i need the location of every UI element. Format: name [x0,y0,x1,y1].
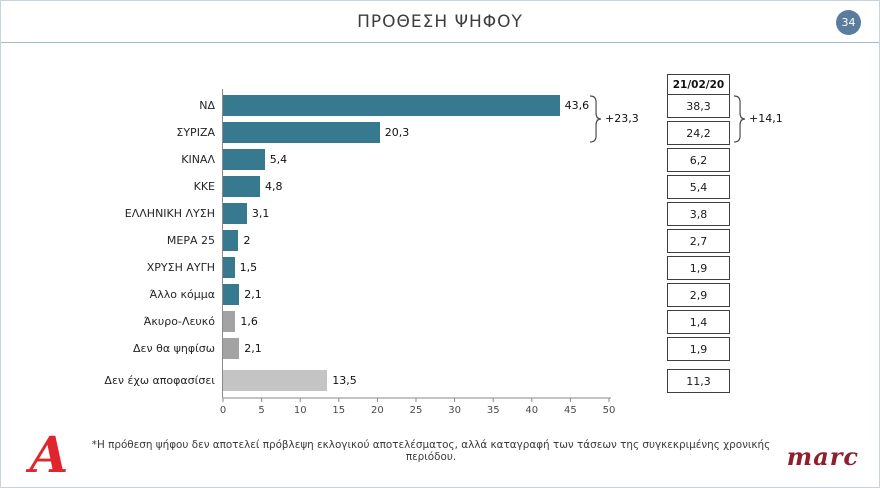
bar [223,95,560,116]
footnote: *Η πρόθεση ψήφου δεν αποτελεί πρόβλεψη ε… [91,439,771,463]
previous-value-cell: 1,9 [667,256,730,280]
bar-value-label: 1,5 [239,261,258,274]
page-number-badge: 34 [836,10,861,35]
bar-value-label: 13,5 [332,374,357,387]
svg-text:40: 40 [525,405,538,416]
svg-text:50: 50 [603,405,616,416]
bar [223,176,261,197]
svg-text:45: 45 [564,405,577,416]
category-label: Άλλο κόμμα [149,288,215,301]
svg-text:20: 20 [371,405,384,416]
bar-value-label: 2 [243,234,251,247]
previous-value-cell: 6,2 [667,148,730,172]
previous-wave-date-header: 21/02/20 [667,74,730,95]
bar-value-label: 4,8 [265,180,283,193]
category-label: ΧΡΥΣΗ ΑΥΓΗ [146,261,215,274]
category-label: ΚΚΕ [193,180,215,193]
previous-value-cell: 2,7 [667,229,730,253]
bar [223,122,380,143]
difference-annotation-current: +23,3 [605,112,639,125]
bar-value-label: 2,1 [244,342,262,355]
bar [223,149,265,170]
svg-text:10: 10 [294,405,307,416]
bar-value-label: 3,1 [251,207,270,220]
category-label: ΕΛΛΗΝΙΚΗ ΛΥΣΗ [124,207,215,220]
alpha-tv-logo: A [29,425,69,484]
difference-annotation-previous: +14,1 [749,112,783,125]
bar-value-label: 1,6 [240,315,258,328]
category-label: Άκυρο-Λευκό [143,315,215,328]
bar-value-label: 43,6 [564,99,590,112]
category-label: ΣΥΡΙΖΑ [176,126,215,139]
bar-value-label: 5,4 [269,153,288,166]
category-label: ΜΕΡΑ 25 [166,234,215,247]
marc-logo: marc [786,442,859,471]
previous-value-cell: 2,9 [667,283,730,307]
slide-header: ΠΡΟΘΕΣΗ ΨΗΦΟΥ 34 [1,1,879,43]
svg-text:15: 15 [332,405,345,416]
bar-value-label: 2,1 [244,288,262,301]
bar-value-label: 20,3 [384,126,410,139]
category-label: Δεν θα ψηφίσω [133,342,215,355]
bar [223,338,240,359]
category-label: Δεν έχω αποφασίσει [104,374,215,387]
page-title: ΠΡΟΘΕΣΗ ΨΗΦΟΥ [357,12,523,32]
svg-text:25: 25 [410,405,423,416]
previous-value-cell: 5,4 [667,175,730,199]
previous-value-cell: 11,3 [667,369,730,393]
bar [223,203,247,224]
svg-text:0: 0 [220,405,226,416]
bar [223,311,236,332]
category-label: ΚΙΝΑΛ [181,153,215,166]
bar [223,230,239,251]
previous-value-cell: 1,4 [667,310,730,334]
svg-text:35: 35 [487,405,500,416]
previous-value-cell: 3,8 [667,202,730,226]
category-label: ΝΔ [199,99,215,112]
svg-text:5: 5 [258,405,264,416]
bar [223,257,235,278]
bar [223,284,240,305]
svg-text:30: 30 [448,405,461,416]
bar [223,370,328,391]
previous-value-cell: 38,3 [667,94,730,118]
previous-value-cell: 1,9 [667,337,730,361]
previous-value-cell: 24,2 [667,121,730,145]
